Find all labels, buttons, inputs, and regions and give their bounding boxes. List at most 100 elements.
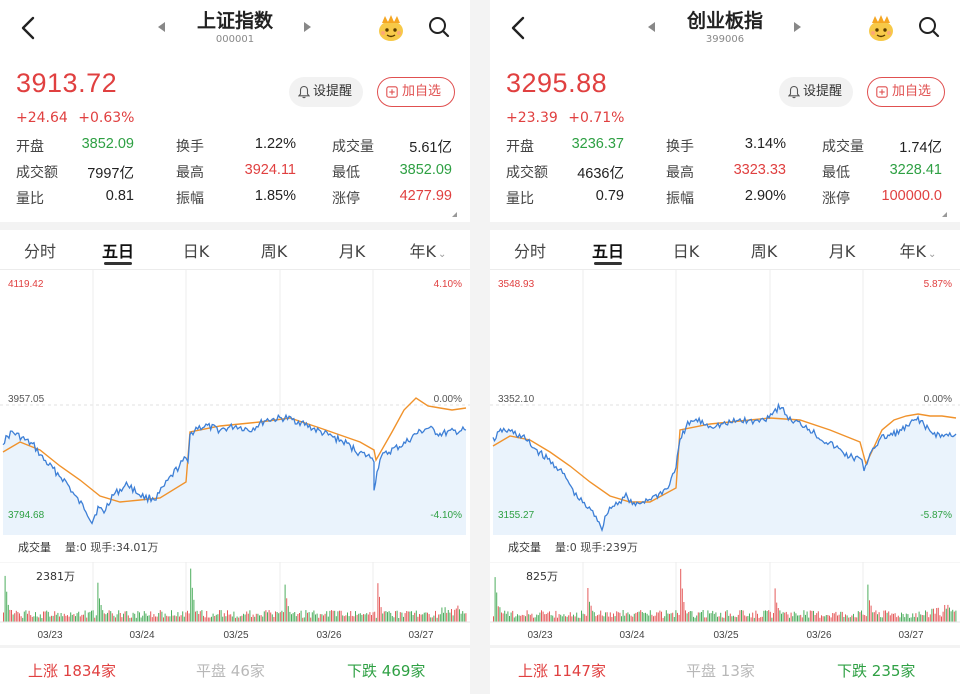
volume-bar bbox=[4, 575, 6, 622]
volume-bar bbox=[278, 613, 280, 622]
volume-bar bbox=[179, 616, 180, 622]
prev-triangle-icon[interactable] bbox=[648, 22, 655, 32]
volume-bar bbox=[563, 614, 565, 622]
back-arrow-icon[interactable] bbox=[506, 14, 532, 42]
volume-bar bbox=[15, 610, 17, 622]
tab-3[interactable]: 周K bbox=[750, 242, 778, 261]
tab-5[interactable]: 年K ⌄ bbox=[899, 242, 937, 261]
last-price: 3913.72 bbox=[16, 68, 118, 98]
volume-bar bbox=[821, 615, 822, 622]
tab-0[interactable]: 分时 bbox=[23, 242, 56, 261]
crown-mascot-icon[interactable] bbox=[376, 14, 406, 42]
volume-bar bbox=[292, 613, 294, 622]
volume-bar bbox=[159, 610, 161, 622]
volume-bar bbox=[321, 614, 323, 622]
volume-bar bbox=[102, 610, 104, 622]
next-triangle-icon[interactable] bbox=[304, 22, 311, 32]
volume-bar bbox=[917, 617, 918, 622]
volume-bar bbox=[335, 616, 337, 622]
prev-triangle-icon[interactable] bbox=[158, 22, 165, 32]
add-watchlist-button[interactable]: 加自选 bbox=[867, 77, 945, 107]
stat-value: 3924.11 bbox=[244, 162, 296, 178]
volume-bar bbox=[180, 615, 182, 622]
volume-bar bbox=[271, 614, 273, 622]
volume-bar bbox=[406, 611, 408, 622]
volume-bar bbox=[156, 616, 158, 622]
volume-bar bbox=[207, 617, 209, 622]
volume-bar bbox=[212, 613, 214, 622]
tab-1[interactable]: 五日 bbox=[101, 242, 134, 261]
volume-max-label: 825万 bbox=[526, 570, 558, 583]
volume-bar bbox=[777, 608, 779, 622]
back-arrow-icon[interactable] bbox=[16, 14, 42, 42]
volume-bar bbox=[129, 617, 131, 622]
tab-2[interactable]: 日K bbox=[672, 242, 700, 261]
volume-bar bbox=[912, 613, 914, 622]
volume-bar bbox=[393, 617, 395, 622]
volume-bar bbox=[784, 612, 786, 622]
tab-4[interactable]: 月K bbox=[828, 242, 856, 261]
volume-bar bbox=[883, 610, 885, 622]
volume-bar bbox=[873, 612, 875, 622]
stat-label: 最高 bbox=[176, 165, 204, 181]
volume-bar bbox=[220, 610, 222, 622]
volume-title: 成交量 bbox=[508, 541, 541, 554]
tab-4[interactable]: 月K bbox=[338, 242, 366, 261]
volume-bar bbox=[854, 617, 856, 622]
tab-2[interactable]: 日K bbox=[182, 242, 210, 261]
tab-3[interactable]: 周K bbox=[260, 242, 288, 261]
stat-label: 涨停 bbox=[332, 191, 360, 207]
volume-bar bbox=[648, 615, 650, 622]
volume-bar bbox=[193, 599, 195, 622]
volume-bar bbox=[150, 611, 152, 622]
volume-bar bbox=[939, 615, 941, 622]
volume-bar bbox=[44, 611, 46, 622]
volume-bar bbox=[790, 612, 792, 622]
volume-bar bbox=[223, 613, 225, 622]
volume-bar bbox=[782, 612, 784, 622]
expand-corner-icon[interactable] bbox=[452, 212, 457, 217]
volume-bar bbox=[721, 617, 723, 622]
volume-bar bbox=[52, 615, 54, 622]
axis-top-percent: 4.10% bbox=[434, 279, 462, 290]
volume-bar bbox=[646, 613, 648, 622]
volume-bar bbox=[571, 616, 573, 622]
volume-bar bbox=[755, 610, 757, 622]
volume-bar bbox=[375, 617, 377, 622]
volume-bar bbox=[383, 611, 385, 622]
crown-mascot-icon[interactable] bbox=[866, 14, 896, 42]
expand-corner-icon[interactable] bbox=[942, 212, 947, 217]
advance-label: 上涨 bbox=[518, 662, 549, 680]
volume-bar bbox=[885, 610, 886, 622]
volume-bar bbox=[531, 613, 533, 622]
volume-bar bbox=[925, 610, 926, 622]
volume-bar bbox=[329, 610, 331, 622]
volume-bar bbox=[889, 615, 891, 622]
volume-bar bbox=[654, 615, 656, 622]
add-watchlist-button[interactable]: 加自选 bbox=[377, 77, 455, 107]
volume-bar bbox=[931, 608, 933, 622]
volume-bar bbox=[404, 613, 406, 622]
volume-bar bbox=[43, 611, 44, 622]
search-icon[interactable] bbox=[428, 16, 450, 38]
tab-1[interactable]: 五日 bbox=[591, 242, 624, 261]
volume-bar bbox=[38, 617, 40, 622]
volume-bar bbox=[401, 612, 403, 622]
volume-bar bbox=[422, 614, 424, 622]
next-triangle-icon[interactable] bbox=[794, 22, 801, 32]
volume-bar bbox=[68, 616, 70, 622]
volume-bar bbox=[70, 612, 72, 622]
volume-bar bbox=[518, 615, 520, 622]
volume-bar bbox=[723, 617, 725, 622]
tab-5[interactable]: 年K ⌄ bbox=[409, 242, 447, 261]
tab-0[interactable]: 分时 bbox=[513, 242, 546, 261]
volume-bar bbox=[33, 616, 35, 622]
volume-bar bbox=[318, 617, 320, 622]
search-icon[interactable] bbox=[918, 16, 940, 38]
volume-bar bbox=[625, 613, 627, 622]
stat-label: 最低 bbox=[332, 165, 360, 181]
volume-bar bbox=[798, 615, 800, 622]
set-alert-button[interactable]: 设提醒 bbox=[289, 77, 363, 107]
volume-bar bbox=[742, 610, 744, 622]
set-alert-button[interactable]: 设提醒 bbox=[779, 77, 853, 107]
